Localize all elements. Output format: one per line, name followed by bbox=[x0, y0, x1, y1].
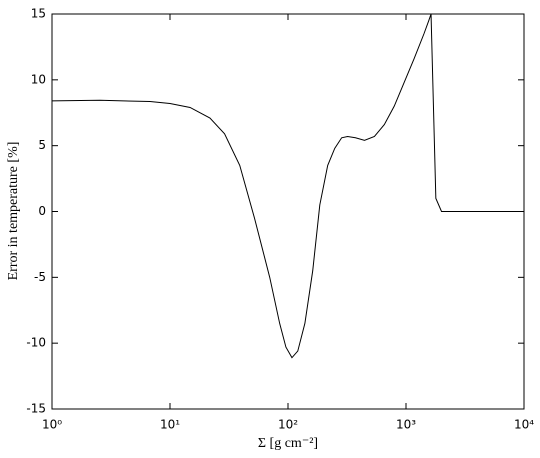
y-tick-label: -5 bbox=[34, 270, 46, 284]
x-axis-label: Σ [g cm⁻²] bbox=[258, 436, 318, 451]
x-tick-label: 10⁰ bbox=[42, 418, 62, 432]
data-line bbox=[51, 13, 524, 359]
x-tick-label: 10² bbox=[278, 418, 298, 432]
y-tick-label: -15 bbox=[26, 402, 46, 416]
y-tick-label: 5 bbox=[38, 138, 46, 152]
x-tick-label: 10³ bbox=[396, 418, 416, 432]
y-tick-label: 0 bbox=[38, 204, 46, 218]
x-tick-label: 10¹ bbox=[160, 418, 180, 432]
y-tick-label: 10 bbox=[31, 72, 46, 86]
y-tick-label: -10 bbox=[26, 336, 46, 350]
x-tick-label: 10⁴ bbox=[514, 418, 534, 432]
y-axis-label: Error in temperature [%] bbox=[6, 142, 21, 281]
y-tick-label: 15 bbox=[31, 7, 46, 21]
